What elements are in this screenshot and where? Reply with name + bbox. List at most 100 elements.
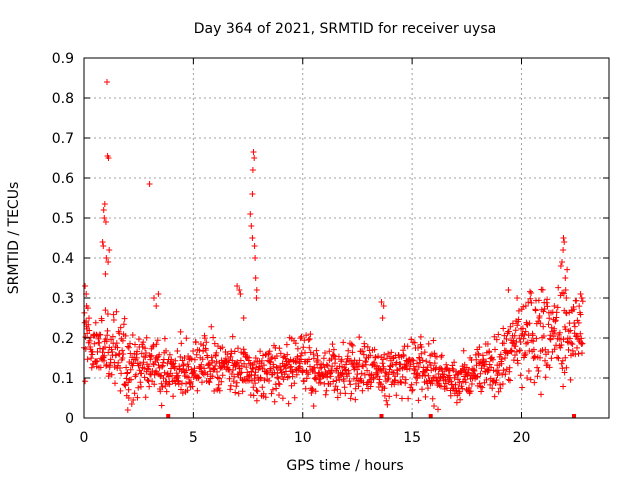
data-point — [166, 351, 173, 358]
data-point — [261, 362, 267, 369]
data-point — [379, 360, 386, 367]
data-point — [388, 349, 395, 356]
data-point — [545, 321, 552, 328]
data-point — [146, 181, 153, 187]
data-point — [544, 303, 551, 310]
data-point — [441, 371, 448, 378]
data-point — [184, 361, 191, 368]
data-point — [159, 384, 166, 390]
data-point — [517, 339, 524, 345]
data-point — [473, 356, 480, 363]
data-point — [101, 352, 108, 359]
data-point — [464, 373, 471, 379]
data-point — [465, 366, 472, 373]
data-point — [178, 340, 185, 347]
data-point — [198, 361, 205, 368]
data-point — [135, 384, 142, 391]
data-point — [273, 353, 280, 359]
data-point — [275, 380, 282, 387]
data-point — [415, 345, 421, 351]
data-point — [96, 339, 103, 346]
data-point — [129, 332, 136, 338]
data-point — [134, 394, 141, 401]
data-point — [288, 382, 295, 389]
data-point — [108, 371, 115, 378]
x-tick-labels: 0 5 10 15 20 — [80, 430, 531, 446]
y-tick-label: 0 — [65, 411, 74, 427]
data-point — [404, 343, 411, 350]
data-point — [146, 383, 153, 390]
data-point — [200, 342, 207, 349]
data-point — [517, 347, 523, 354]
data-point — [380, 365, 387, 372]
data-point — [528, 290, 535, 296]
data-point — [519, 384, 526, 391]
data-point — [133, 371, 139, 378]
data-point — [302, 349, 308, 356]
data-point — [558, 360, 565, 367]
data-point — [281, 371, 288, 378]
data-point — [528, 299, 535, 306]
data-point — [524, 375, 531, 381]
data-point — [100, 207, 107, 213]
data-point — [113, 308, 120, 315]
data-point — [310, 355, 317, 362]
data-point — [459, 385, 466, 392]
data-point — [555, 284, 562, 291]
data-point — [566, 335, 573, 342]
data-point — [413, 379, 420, 386]
data-point — [192, 339, 199, 346]
data-point — [153, 303, 160, 309]
data-point — [288, 363, 295, 370]
data-point — [114, 344, 121, 351]
data-point — [382, 369, 389, 376]
data-point — [250, 365, 256, 372]
y-tick-label: 0.2 — [52, 331, 74, 347]
y-axis-label: SRMTID / TECUs — [6, 182, 22, 295]
data-point — [487, 381, 494, 388]
data-point — [252, 380, 259, 387]
data-point — [331, 387, 338, 394]
data-point — [528, 337, 535, 344]
y-tick-labels: 0 0.1 0.2 0.3 0.4 0.5 0.6 0.7 0.8 0.9 — [52, 51, 74, 427]
data-point — [214, 374, 221, 381]
data-point — [117, 365, 123, 371]
data-point — [512, 327, 519, 334]
data-point — [358, 370, 365, 377]
data-point — [349, 342, 356, 349]
data-point — [425, 385, 431, 392]
data-point — [106, 247, 113, 253]
data-point — [253, 397, 260, 404]
data-point — [253, 287, 260, 293]
data-point — [322, 350, 328, 356]
data-point — [292, 340, 299, 347]
data-point — [422, 372, 429, 379]
data-point — [94, 358, 101, 364]
data-point — [364, 343, 371, 350]
data-point — [175, 381, 182, 388]
data-point — [496, 370, 502, 377]
data-point — [346, 378, 353, 384]
data-point — [163, 347, 169, 354]
data-point — [508, 347, 515, 354]
data-point — [181, 355, 188, 361]
data-point — [527, 295, 534, 302]
data-point — [356, 334, 363, 341]
data-point — [456, 379, 463, 386]
data-point — [578, 295, 585, 301]
data-point — [546, 315, 553, 322]
data-point — [124, 407, 131, 413]
data-point — [104, 79, 110, 85]
data-point — [353, 360, 360, 366]
data-point — [260, 390, 267, 397]
data-point — [560, 290, 567, 297]
data-point — [131, 390, 138, 397]
data-point — [352, 396, 359, 403]
data-point — [251, 243, 258, 249]
data-point — [539, 286, 546, 293]
data-point — [522, 328, 529, 335]
data-point — [579, 298, 586, 305]
data-point — [275, 375, 282, 382]
data-point — [261, 377, 268, 384]
data-point — [233, 383, 240, 390]
